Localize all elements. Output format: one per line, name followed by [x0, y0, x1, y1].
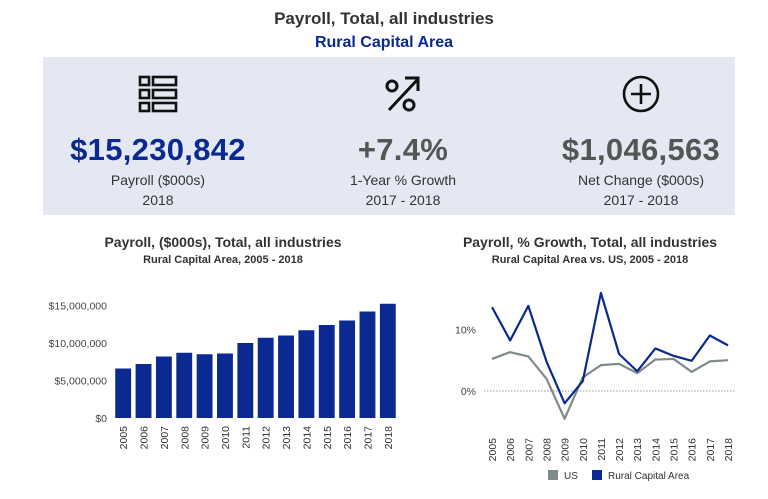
- kpi-growth: +7.4% 1-Year % Growth 2017 - 2018: [288, 57, 518, 215]
- x-tick-label: 2012: [261, 426, 273, 450]
- y-tick-label: $15,000,000: [49, 301, 108, 313]
- x-tick-label: 2017: [705, 438, 717, 462]
- kpi-band: $15,230,842 Payroll ($000s) 2018 +7.4% 1…: [43, 57, 735, 215]
- line-chart-title: Payroll, % Growth, Total, all industries: [462, 234, 718, 250]
- kpi-net-change-period: 2017 - 2018: [603, 192, 679, 208]
- kpi-growth-label: 1-Year % Growth: [349, 172, 457, 188]
- bar: [379, 303, 396, 418]
- x-tick-label: 2010: [220, 426, 232, 450]
- x-tick-label: 2006: [139, 426, 151, 450]
- x-tick-label: 2005: [118, 426, 130, 450]
- x-tick-label: 2008: [179, 426, 191, 450]
- x-tick-label: 2007: [159, 426, 171, 450]
- percent-arrow-icon: [385, 76, 420, 112]
- x-tick-label: 2014: [301, 426, 313, 450]
- x-tick-label: 2010: [578, 438, 590, 462]
- x-tick-label: 2017: [362, 426, 374, 450]
- x-tick-label: 2014: [650, 438, 662, 462]
- bar: [196, 354, 213, 418]
- bar-chart: $0 $5,000,000 $10,000,000 $15,000,000 2005 20…: [49, 301, 396, 450]
- bar: [257, 337, 274, 418]
- bar: [115, 368, 132, 418]
- x-tick-label: 2011: [240, 426, 252, 449]
- bar-chart-subtitle: Rural Capital Area, 2005 - 2018: [143, 254, 303, 266]
- kpi-payroll: $15,230,842 Payroll ($000s) 2018: [43, 57, 273, 215]
- legend-label-us: US: [564, 471, 578, 482]
- kpi-net-change: $1,046,563 Net Change ($000s) 2017 - 201…: [526, 57, 756, 215]
- x-tick-label: 2016: [342, 426, 354, 450]
- x-tick-label: 2015: [322, 426, 334, 450]
- y-tick-label: $0: [95, 413, 107, 425]
- x-tick-label: 2007: [523, 438, 535, 462]
- kpi-payroll-period: 2018: [142, 192, 174, 208]
- bar: [237, 343, 254, 418]
- x-tick-label: 2018: [723, 438, 735, 462]
- kpi-payroll-value: $15,230,842: [70, 132, 246, 167]
- line-chart-subtitle: Rural Capital Area vs. US, 2005 - 2018: [491, 254, 689, 266]
- bar: [176, 352, 193, 418]
- x-tick-label: 2009: [560, 438, 572, 462]
- bar: [339, 320, 356, 418]
- kpi-growth-period: 2017 - 2018: [365, 192, 441, 208]
- bar: [298, 330, 315, 418]
- line-chart: 0% 10% 2005 2006 2007 2008 2009 2010 2011 2012 201…: [455, 291, 736, 482]
- bar: [359, 311, 376, 418]
- page-subtitle: Rural Capital Area: [314, 34, 454, 51]
- kpi-growth-value: +7.4%: [357, 132, 449, 167]
- series-line-us: [491, 351, 729, 420]
- x-tick-label: 2013: [281, 426, 293, 450]
- kpi-net-change-label: Net Change ($000s): [577, 172, 705, 188]
- plus-circle-icon: [622, 75, 660, 113]
- kpi-payroll-label: Payroll ($000s): [110, 172, 206, 188]
- x-tick-label: 2011: [596, 438, 608, 461]
- kpi-net-change-value: $1,046,563: [561, 132, 721, 167]
- y-tick-label: 0%: [461, 386, 476, 398]
- bar: [318, 325, 335, 418]
- bar: [278, 335, 294, 418]
- bar: [135, 364, 152, 418]
- bar: [155, 356, 172, 418]
- bar-chart-title: Payroll, ($000s), Total, all industries: [104, 234, 342, 250]
- legend-label-rural-capital-area: Rural Capital Area: [608, 471, 690, 482]
- x-tick-label: 2012: [614, 438, 626, 462]
- legend-swatch-rural-capital-area: [592, 470, 602, 480]
- x-tick-label: 2005: [487, 438, 499, 462]
- list-icon: [138, 75, 178, 113]
- y-tick-label: 10%: [455, 324, 476, 336]
- legend-swatch-us: [548, 470, 558, 480]
- series-line-rural-capital-area: [491, 291, 729, 405]
- y-tick-label: $5,000,000: [54, 376, 107, 388]
- y-tick-label: $10,000,000: [49, 338, 108, 350]
- x-tick-label: 2015: [669, 438, 681, 462]
- x-tick-label: 2013: [632, 438, 644, 462]
- x-tick-label: 2008: [541, 438, 553, 462]
- bar: [217, 353, 233, 418]
- x-tick-label: 2006: [505, 438, 517, 462]
- x-tick-label: 2016: [687, 438, 699, 462]
- x-tick-label: 2009: [200, 426, 212, 450]
- page-title: Payroll, Total, all industries: [274, 9, 494, 28]
- x-tick-label: 2018: [383, 426, 395, 450]
